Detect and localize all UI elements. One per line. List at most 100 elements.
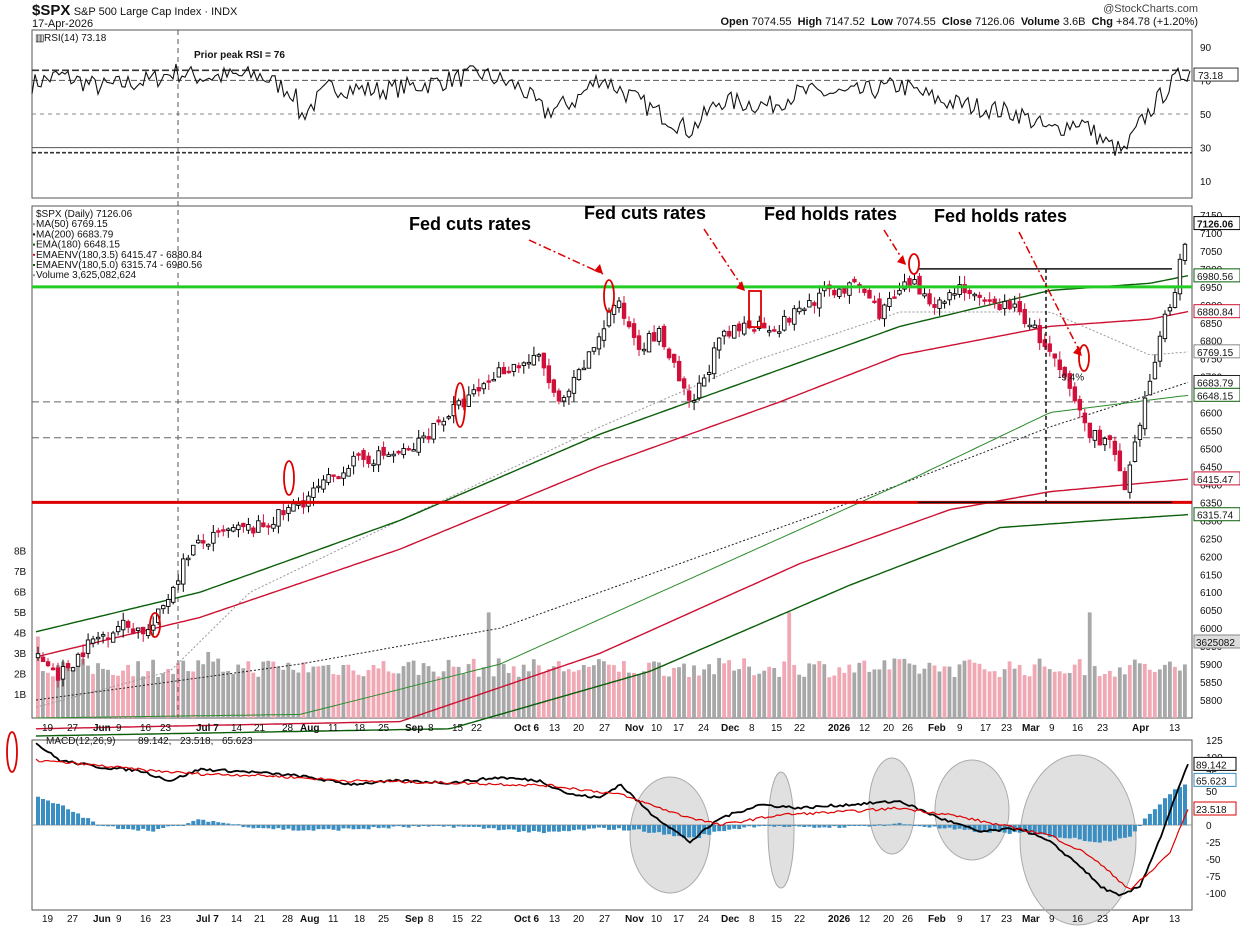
x-tick-macd: Dec (721, 914, 740, 925)
macd-histogram-bar (942, 825, 947, 829)
macd-histogram-bar (767, 825, 772, 826)
volume-bar (757, 673, 762, 718)
volume-bar (311, 666, 316, 718)
volume-bar (1057, 671, 1062, 718)
macd-histogram-bar (411, 825, 416, 826)
candle-body (997, 303, 1002, 310)
volume-bar (882, 660, 887, 718)
volume-bar (271, 661, 276, 718)
volume-bar (166, 669, 170, 718)
candle-body (1117, 450, 1123, 472)
volume-bar (937, 671, 942, 718)
x-tick-price: 14 (231, 723, 243, 734)
volume-bar (782, 661, 787, 718)
volume-bar (211, 661, 216, 718)
event-oval (149, 612, 161, 638)
volume-bar (752, 675, 756, 718)
macd-histogram-bar (777, 825, 782, 826)
macd-histogram-bar (807, 825, 812, 827)
volume-bar (592, 665, 596, 718)
volume-bar (767, 666, 772, 718)
price-tick: 6050 (1200, 606, 1223, 617)
volume-bar (401, 666, 406, 718)
fed-arrow-head (736, 281, 745, 291)
candle-body (221, 529, 226, 532)
volume-bar (71, 669, 75, 718)
x-tick-price: 20 (883, 723, 895, 734)
volume-bar (1002, 669, 1007, 718)
volume-bar (391, 673, 396, 718)
macd-tick: -50 (1206, 855, 1221, 866)
macd-histogram-bar (822, 825, 827, 828)
candle-body (251, 527, 256, 534)
macd-histogram-bar (146, 825, 151, 831)
candle-body (110, 632, 116, 643)
macd-histogram-bar (46, 800, 50, 825)
x-tick-price: 9 (116, 723, 122, 734)
candle-body (701, 377, 707, 387)
candle-body (782, 315, 787, 331)
macd-histogram-bar (576, 825, 581, 830)
candle-body (646, 333, 652, 353)
x-tick-macd: Feb (928, 914, 946, 925)
candle-body (95, 636, 101, 640)
volume-bar (847, 664, 852, 718)
candle-body (456, 400, 461, 406)
macd-histogram-bar (1027, 825, 1032, 834)
candle-body (296, 503, 301, 506)
volume-bar (471, 658, 476, 718)
macd-histogram-bar (501, 825, 506, 830)
macd-histogram-bar (176, 825, 181, 826)
candle-body (206, 543, 211, 547)
candle-body (872, 300, 877, 304)
macd-histogram-bar (922, 825, 927, 827)
macd-tick: -25 (1206, 838, 1221, 849)
volume-bar (857, 662, 862, 718)
candle-body (591, 347, 597, 352)
volume-bar (436, 676, 441, 718)
candle-body (882, 304, 887, 320)
macd-histogram-bar (667, 825, 672, 835)
macd-histogram-bar (687, 825, 692, 838)
candle-body (351, 455, 356, 467)
x-tick-price: 11 (328, 723, 339, 734)
candle-body (135, 627, 141, 631)
candle-body (927, 293, 932, 305)
candle-body (416, 437, 421, 453)
volume-bar (406, 662, 411, 718)
legend-entry-6: Volume 3,625,082,624 (36, 270, 137, 281)
macd-histogram-bar (326, 825, 331, 829)
candle-body (120, 619, 126, 631)
price-tick: 6500 (1200, 445, 1223, 456)
macd-histogram-bar (391, 825, 396, 827)
x-tick-price: 12 (859, 723, 871, 734)
x-tick-price: 9 (1049, 723, 1055, 734)
candle-body (1087, 422, 1093, 438)
macd-histogram-bar (1022, 825, 1027, 833)
macd-histogram-bar (231, 824, 236, 826)
ema180-thin-green (35, 394, 1189, 719)
macd-histogram-bar (912, 825, 917, 826)
candle-body (396, 450, 401, 454)
macd-histogram-bar (1183, 784, 1187, 825)
candle-body (1037, 325, 1042, 344)
candle-body (496, 367, 502, 378)
x-tick-price: 13 (549, 723, 561, 734)
x-tick-price: 22 (794, 723, 806, 734)
macd-histogram-bar (632, 825, 636, 830)
volume-bar (777, 676, 782, 718)
volume-bar (301, 662, 306, 718)
volume-bar (1127, 665, 1132, 718)
volume-bar (191, 671, 196, 718)
volume-bar (41, 671, 45, 718)
volume-bar (842, 672, 847, 718)
x-tick-macd: Sep (405, 914, 423, 925)
price-tick: 5800 (1200, 696, 1223, 707)
volume-bar (1032, 664, 1037, 718)
volume-bar (346, 664, 351, 718)
macd-histogram-bar (81, 817, 86, 825)
volume-bar (852, 672, 857, 718)
x-tick-price: 24 (698, 723, 710, 734)
volume-bar (1062, 673, 1067, 718)
candle-body (1097, 429, 1103, 446)
